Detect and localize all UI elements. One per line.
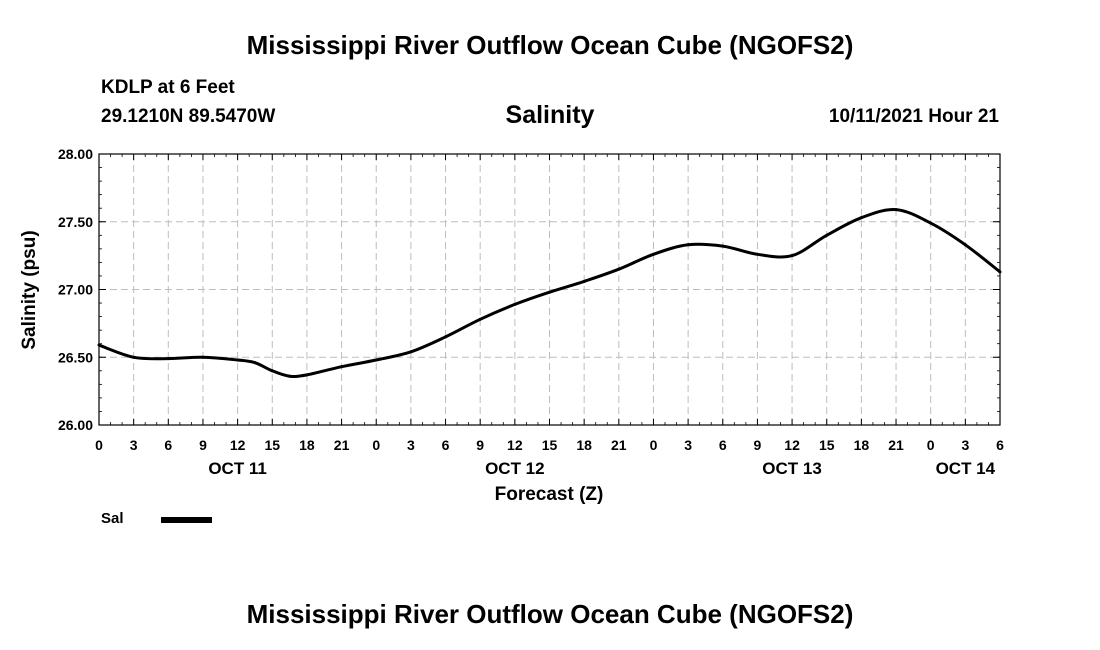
x-tick-label: 3 — [961, 437, 969, 453]
x-tick-label: 15 — [819, 437, 835, 453]
salinity-point — [651, 252, 655, 256]
x-tick-label: 21 — [611, 437, 627, 453]
chart-title: Mississippi River Outflow Ocean Cube (NG… — [246, 30, 854, 60]
axis-ticks — [98, 153, 1001, 426]
x-tick-label: 3 — [684, 437, 692, 453]
salinity-point — [790, 254, 794, 258]
day-label: OCT 12 — [485, 459, 545, 478]
x-tick-label: 18 — [299, 437, 315, 453]
y-axis-label: Salinity (psu) — [19, 230, 40, 349]
x-tick-label: 0 — [650, 437, 658, 453]
salinity-point — [478, 317, 482, 321]
salinity-point — [253, 361, 257, 365]
salinity-point — [201, 355, 205, 359]
y-tick-label: 26.00 — [58, 417, 93, 433]
salinity-point — [166, 357, 170, 361]
x-tick-label: 6 — [164, 437, 172, 453]
salinity-point — [444, 335, 448, 339]
day-label: OCT 14 — [936, 459, 996, 478]
y-tick-label: 26.50 — [58, 349, 93, 365]
x-tick-label: 15 — [542, 437, 558, 453]
x-tick-label: 0 — [372, 437, 380, 453]
salinity-point — [755, 252, 759, 256]
salinity-point — [132, 355, 136, 359]
station-coordinates: 29.1210N 89.5470W — [101, 106, 276, 127]
x-tick-label: 12 — [507, 437, 523, 453]
salinity-point — [513, 302, 517, 306]
salinity-point — [340, 365, 344, 369]
salinity-point — [963, 243, 967, 247]
day-label: OCT 13 — [762, 459, 822, 478]
x-tick-label: 18 — [576, 437, 592, 453]
x-tick-label: 15 — [264, 437, 280, 453]
salinity-point — [929, 221, 933, 225]
salinity-point — [97, 343, 101, 347]
legend-series-label: Sal — [101, 510, 124, 527]
salinity-point — [236, 358, 240, 362]
salinity-point — [859, 216, 863, 220]
x-tick-label: 21 — [334, 437, 350, 453]
x-tick-label: 12 — [230, 437, 246, 453]
x-tick-label: 9 — [199, 437, 207, 453]
grid-lines — [99, 154, 1000, 425]
salinity-point — [548, 290, 551, 294]
x-tick-label: 21 — [888, 437, 904, 453]
y-tick-label: 28.00 — [58, 146, 93, 162]
station-label: KDLP at 6 Feet — [101, 77, 235, 98]
x-tick-label: 18 — [854, 437, 870, 453]
salinity-point — [270, 369, 274, 373]
x-tick-label: 9 — [476, 437, 484, 453]
x-tick-label: 9 — [754, 437, 762, 453]
y-tick-label: 27.50 — [58, 214, 93, 230]
salinity-point — [894, 208, 898, 212]
salinity-point — [582, 279, 586, 283]
salinity-point — [617, 267, 621, 271]
salinity-point — [305, 373, 309, 377]
salinity-point — [721, 244, 725, 248]
axis-labels: 0 3 6 9 12 15 18 21 0 3 6 9 12 15 18 21 0 3 6 9 12 15 18 21 0 3 6 2… — [58, 146, 1004, 478]
salinity-point — [409, 350, 413, 354]
salinity-points — [97, 208, 1002, 378]
forecast-datetime: 10/11/2021 Hour 21 — [828, 106, 999, 127]
footer-title: Mississippi River Outflow Ocean Cube (NG… — [246, 599, 854, 629]
salinity-point — [998, 270, 1002, 274]
salinity-point — [374, 358, 378, 362]
parameter-title: Salinity — [505, 101, 595, 129]
salinity-point — [825, 233, 829, 237]
x-tick-label: 6 — [442, 437, 450, 453]
salinity-point — [288, 374, 292, 378]
salinity-point — [686, 243, 690, 247]
x-tick-label: 0 — [927, 437, 935, 453]
x-tick-label: 12 — [784, 437, 800, 453]
day-label: OCT 11 — [208, 459, 267, 478]
legend-series-swatch — [161, 517, 212, 523]
x-tick-label: 6 — [719, 437, 727, 453]
x-tick-label: 0 — [95, 437, 103, 453]
x-tick-label: 3 — [407, 437, 415, 453]
x-tick-label: 3 — [130, 437, 138, 453]
x-axis-label: Forecast (Z) — [495, 484, 604, 505]
y-tick-label: 27.00 — [58, 282, 93, 298]
x-tick-label: 6 — [996, 437, 1004, 453]
